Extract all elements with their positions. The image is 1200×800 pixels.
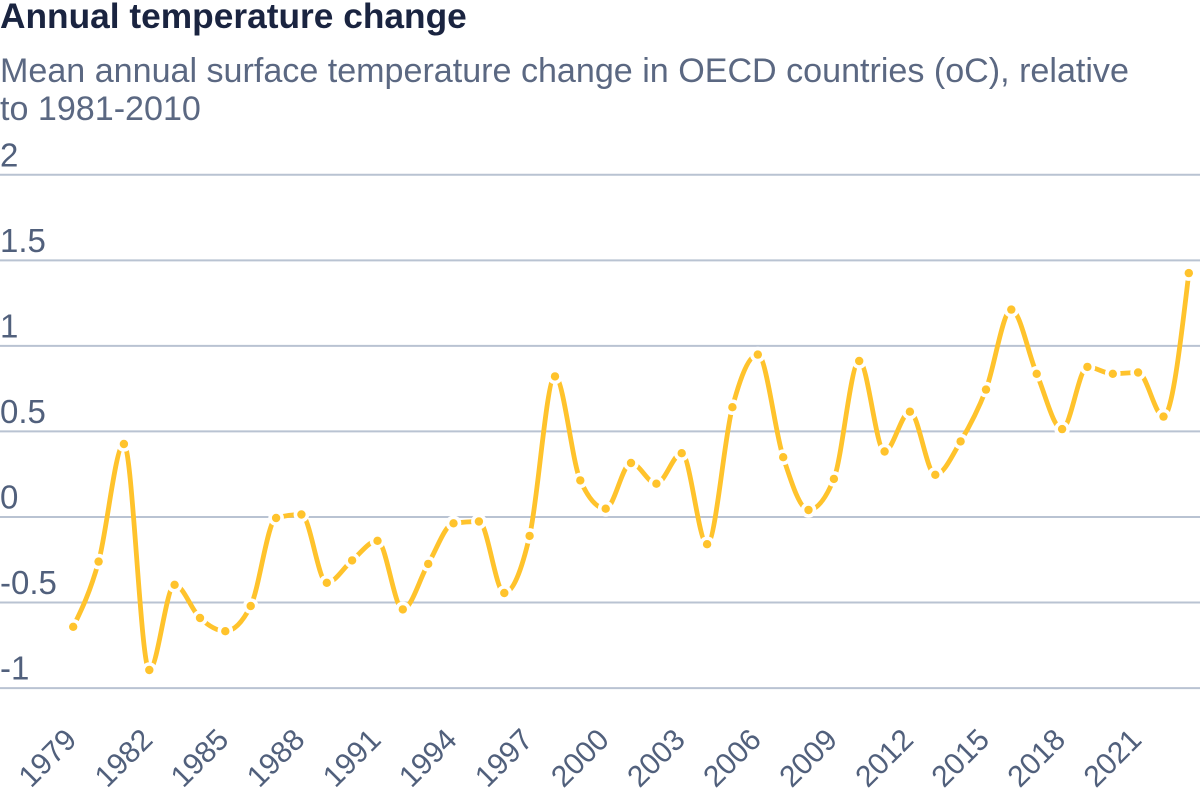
svg-text:0.5: 0.5 [0, 393, 46, 430]
svg-text:1994: 1994 [393, 723, 464, 794]
svg-text:1982: 1982 [89, 723, 160, 794]
svg-text:2: 2 [0, 136, 18, 173]
svg-text:2018: 2018 [1002, 723, 1073, 794]
svg-text:2015: 2015 [926, 723, 997, 794]
svg-text:1997: 1997 [469, 723, 540, 794]
svg-text:0: 0 [0, 479, 18, 516]
svg-text:2021: 2021 [1078, 723, 1149, 794]
svg-text:-1: -1 [0, 650, 29, 687]
svg-text:2000: 2000 [545, 723, 616, 794]
svg-text:1988: 1988 [241, 723, 312, 794]
svg-text:2006: 2006 [697, 723, 768, 794]
svg-text:Mean annual surface temperatur: Mean annual surface temperature change i… [0, 52, 1129, 90]
svg-text:1.5: 1.5 [0, 222, 46, 259]
svg-text:2012: 2012 [849, 723, 920, 794]
svg-text:Annual temperature change: Annual temperature change [0, 0, 467, 36]
svg-text:2003: 2003 [621, 723, 692, 794]
svg-text:1991: 1991 [317, 723, 388, 794]
svg-text:1979: 1979 [13, 723, 84, 794]
svg-text:1985: 1985 [165, 723, 236, 794]
svg-text:2009: 2009 [773, 723, 844, 794]
svg-text:1: 1 [0, 307, 18, 344]
svg-text:to 1981-2010: to 1981-2010 [0, 90, 201, 128]
svg-text:-0.5: -0.5 [0, 564, 57, 601]
